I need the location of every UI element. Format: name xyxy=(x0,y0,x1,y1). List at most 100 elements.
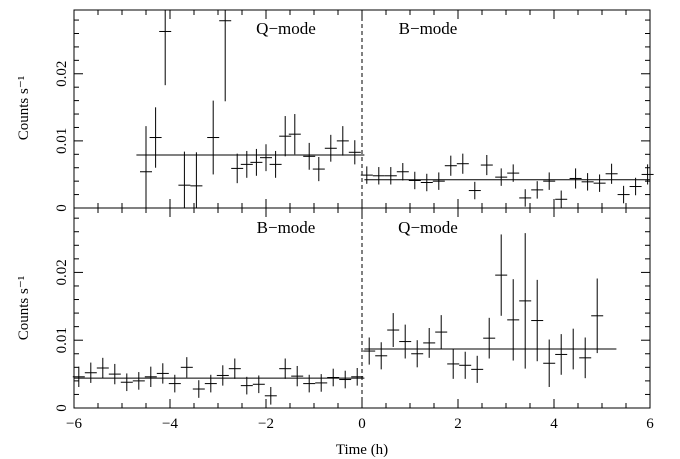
top-data-point xyxy=(384,167,397,185)
bottom-data-point xyxy=(567,328,580,370)
top-data-point xyxy=(140,126,152,208)
bottom-data-point xyxy=(543,339,556,387)
bottom-panel-left-mode-label: B−mode xyxy=(257,218,316,237)
top-data-point xyxy=(420,173,433,192)
bottom-y-tick-label: 0 xyxy=(54,404,70,412)
x-tick-label: 4 xyxy=(550,416,558,432)
top-data-point xyxy=(581,173,594,191)
top-data-point xyxy=(519,189,532,207)
top-data-point xyxy=(555,190,568,208)
top-data-point xyxy=(495,168,508,186)
x-tick-label: 2 xyxy=(454,416,462,432)
bottom-data-point xyxy=(228,358,241,379)
top-data-point xyxy=(312,156,325,182)
bottom-data-point xyxy=(591,278,604,354)
bottom-data-point xyxy=(507,279,520,361)
bottom-data-point xyxy=(351,368,364,386)
x-tick-label: 6 xyxy=(646,416,654,432)
top-data-point xyxy=(593,174,606,192)
top-y-tick-label: 0 xyxy=(54,204,70,212)
top-data-point xyxy=(207,100,220,175)
bottom-data-point xyxy=(375,342,388,370)
top-panel-right-mode-label: B−mode xyxy=(399,19,458,38)
bottom-data-point xyxy=(120,373,133,392)
top-data-point xyxy=(159,10,172,86)
bottom-data-point xyxy=(423,328,436,358)
bottom-panel: Counts s⁻¹ B−mode Q−mode xyxy=(16,218,458,340)
bottom-data-point xyxy=(411,340,424,368)
x-tick-label: −4 xyxy=(162,416,178,432)
x-tick-label: −6 xyxy=(66,416,82,432)
top-panel-left-mode-label: Q−mode xyxy=(256,19,316,38)
top-data-point xyxy=(240,150,253,178)
bottom-data-point xyxy=(264,386,277,405)
bottom-panel-y-axis-label: Counts s⁻¹ xyxy=(16,276,32,341)
top-panel: Counts s⁻¹ Q−mode B−mode xyxy=(16,19,457,140)
top-data-point xyxy=(250,148,263,176)
top-data-point xyxy=(569,168,582,189)
bottom-data-point xyxy=(303,374,316,393)
bottom-data-point xyxy=(279,358,292,379)
x-tick-label: 0 xyxy=(358,416,366,432)
bottom-data-point xyxy=(531,279,544,362)
top-data-point xyxy=(605,163,618,184)
bottom-y-tick-label: 0.01 xyxy=(54,327,70,353)
bottom-data-point xyxy=(495,234,508,316)
bottom-data-point xyxy=(339,370,352,389)
bottom-data-point xyxy=(519,233,532,369)
bottom-data-point xyxy=(204,374,217,393)
top-data-point xyxy=(269,150,282,178)
bottom-data-point xyxy=(168,374,181,393)
bottom-panel-plot: 0 0.01 0.02 xyxy=(54,207,651,412)
bottom-data-point xyxy=(555,334,568,375)
bottom-data-point xyxy=(315,374,328,392)
bottom-data-point xyxy=(144,366,157,387)
bottom-panel-right-mode-label: Q−mode xyxy=(398,218,458,237)
bottom-data-point xyxy=(483,317,496,359)
x-axis-label: Time (h) xyxy=(336,442,388,458)
top-data-point xyxy=(303,142,316,170)
top-data-point xyxy=(629,177,642,196)
top-data-point xyxy=(149,107,162,168)
bottom-y-tick-label: 0.02 xyxy=(54,259,70,285)
top-panel-plot: 0 0.01 0.02 xyxy=(54,9,654,212)
bottom-data-point xyxy=(252,375,265,394)
top-data-point xyxy=(432,172,445,190)
x-tick-label: −2 xyxy=(258,416,274,432)
bottom-data-point xyxy=(132,372,145,390)
bottom-data-point xyxy=(387,313,400,347)
top-data-point xyxy=(324,134,337,162)
top-y-tick-label: 0.01 xyxy=(54,128,70,154)
top-data-point xyxy=(372,167,385,185)
bottom-data-point xyxy=(72,366,85,387)
top-data-point xyxy=(543,172,556,190)
top-y-tick-label: 0.02 xyxy=(54,61,70,87)
bottom-data-point xyxy=(435,315,448,350)
bottom-data-point xyxy=(96,357,109,379)
bottom-data-point xyxy=(291,365,304,387)
top-data-point xyxy=(288,114,301,155)
top-data-point xyxy=(178,151,191,208)
top-data-point xyxy=(456,153,469,174)
top-data-point xyxy=(279,116,292,157)
top-data-point xyxy=(480,154,493,176)
top-data-point xyxy=(348,140,361,165)
top-data-point xyxy=(617,185,630,204)
bottom-data-point xyxy=(579,337,592,379)
top-panel-y-axis-label: Counts s⁻¹ xyxy=(16,76,32,141)
top-data-point xyxy=(219,10,232,102)
bottom-data-point xyxy=(399,324,412,359)
bottom-data-point xyxy=(459,351,472,379)
top-data-point xyxy=(641,164,654,185)
bottom-data-point xyxy=(84,362,97,383)
bottom-data-point xyxy=(363,337,376,365)
top-data-point xyxy=(360,166,373,184)
top-data-point xyxy=(396,163,409,181)
top-data-point xyxy=(190,152,203,208)
bottom-data-point xyxy=(108,363,121,385)
bottom-data-point xyxy=(471,355,484,383)
bottom-data-point xyxy=(447,349,460,379)
top-data-point xyxy=(531,181,544,199)
bottom-data-point xyxy=(180,357,193,378)
